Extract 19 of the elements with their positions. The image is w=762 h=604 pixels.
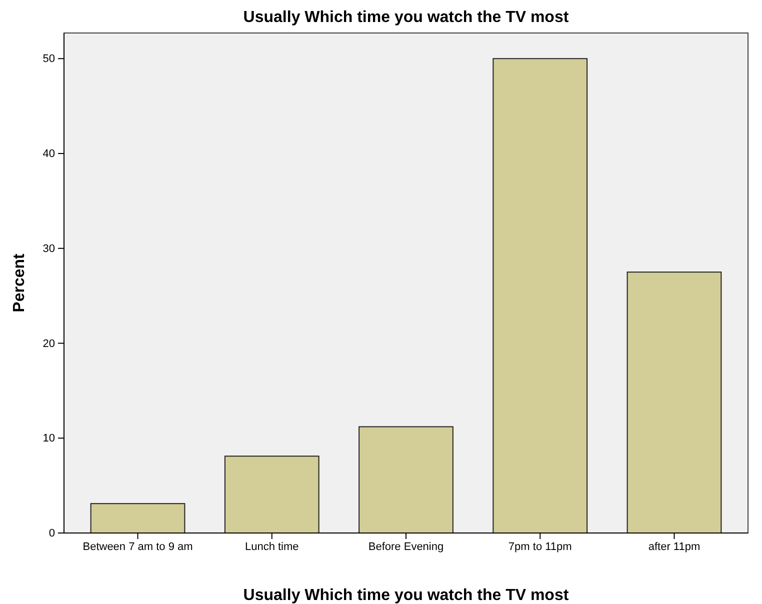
x-tick-label: Before Evening — [368, 540, 444, 553]
x-tick-label: Between 7 am to 9 am — [82, 540, 193, 553]
y-tick-label: 40 — [42, 148, 55, 160]
bar — [358, 426, 454, 534]
bar — [626, 272, 722, 534]
y-axis-title: Percent — [11, 252, 28, 312]
chart-title: Usually Which time you watch the TV most — [243, 9, 570, 26]
y-tick-label: 10 — [42, 432, 55, 445]
bar — [224, 456, 320, 534]
bar — [492, 58, 588, 534]
y-tick-label: 50 — [42, 53, 55, 66]
x-tick-label: after 11pm — [648, 540, 700, 553]
bar — [90, 503, 186, 534]
x-tick-label: Lunch time — [244, 540, 299, 553]
y-tick-label: 20 — [42, 338, 55, 350]
x-axis-title: Usually Which time you watch the TV most — [243, 587, 570, 604]
x-tick-label: 7pm to 11pm — [508, 540, 572, 553]
y-tick-label: 0 — [48, 528, 55, 540]
y-tick-label: 30 — [42, 242, 55, 255]
